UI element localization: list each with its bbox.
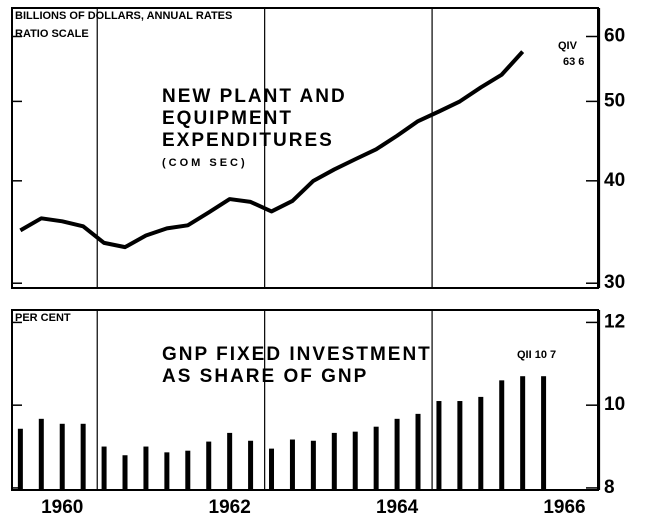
bar bbox=[520, 376, 526, 490]
bar bbox=[541, 376, 547, 490]
x-tick-label: 1960 bbox=[41, 497, 83, 518]
y-tick-label: 50 bbox=[604, 90, 625, 111]
bar bbox=[269, 448, 275, 490]
bar bbox=[122, 455, 128, 490]
bar bbox=[331, 432, 337, 490]
chart-subtitle: (COM SEC) bbox=[162, 157, 248, 169]
chart-title: EQUIPMENT bbox=[162, 108, 293, 129]
x-tick-label: 1962 bbox=[209, 497, 251, 518]
bar bbox=[206, 441, 212, 490]
chart-title: NEW PLANT AND bbox=[162, 86, 347, 107]
line bbox=[19, 50, 525, 250]
bar bbox=[164, 452, 170, 490]
bar bbox=[499, 380, 505, 490]
annotation: QII 10 7 bbox=[517, 349, 556, 361]
bar bbox=[185, 450, 191, 490]
bar bbox=[352, 431, 358, 490]
plot-frame bbox=[11, 7, 599, 289]
y-tick-label: 30 bbox=[604, 272, 625, 293]
bar bbox=[143, 446, 149, 490]
y-axis-label: BILLIONS OF DOLLARS, ANNUAL RATES bbox=[15, 10, 232, 22]
bar bbox=[457, 401, 463, 490]
x-tick-label: 1966 bbox=[543, 497, 585, 518]
bar bbox=[17, 428, 23, 490]
x-tick-label: 1964 bbox=[376, 497, 419, 518]
bar bbox=[289, 439, 295, 490]
y-tick-label: 40 bbox=[604, 170, 625, 191]
annotation: QIV bbox=[558, 40, 578, 52]
y-tick-label: 10 bbox=[604, 394, 625, 415]
bar bbox=[101, 446, 107, 490]
bar bbox=[310, 440, 316, 490]
y-tick-label: 8 bbox=[604, 477, 615, 498]
annotation: 63 6 bbox=[563, 56, 584, 68]
chart-title: AS SHARE OF GNP bbox=[162, 366, 368, 387]
bar bbox=[478, 396, 484, 490]
bar bbox=[436, 401, 442, 490]
bar bbox=[80, 423, 86, 490]
y-axis-label: RATIO SCALE bbox=[15, 28, 89, 40]
chart-title: EXPENDITURES bbox=[162, 130, 334, 151]
y-tick-label: 12 bbox=[604, 311, 625, 332]
plot-frame bbox=[11, 309, 599, 491]
y-axis-label: PER CENT bbox=[15, 312, 71, 324]
bar bbox=[394, 418, 400, 490]
bar bbox=[227, 432, 233, 490]
bar bbox=[373, 426, 379, 490]
bar bbox=[248, 440, 254, 490]
bar bbox=[38, 418, 44, 490]
chart-title: GNP FIXED INVESTMENT bbox=[162, 344, 432, 365]
y-tick-label: 60 bbox=[604, 26, 625, 47]
bar bbox=[59, 423, 65, 490]
bar bbox=[415, 413, 421, 490]
